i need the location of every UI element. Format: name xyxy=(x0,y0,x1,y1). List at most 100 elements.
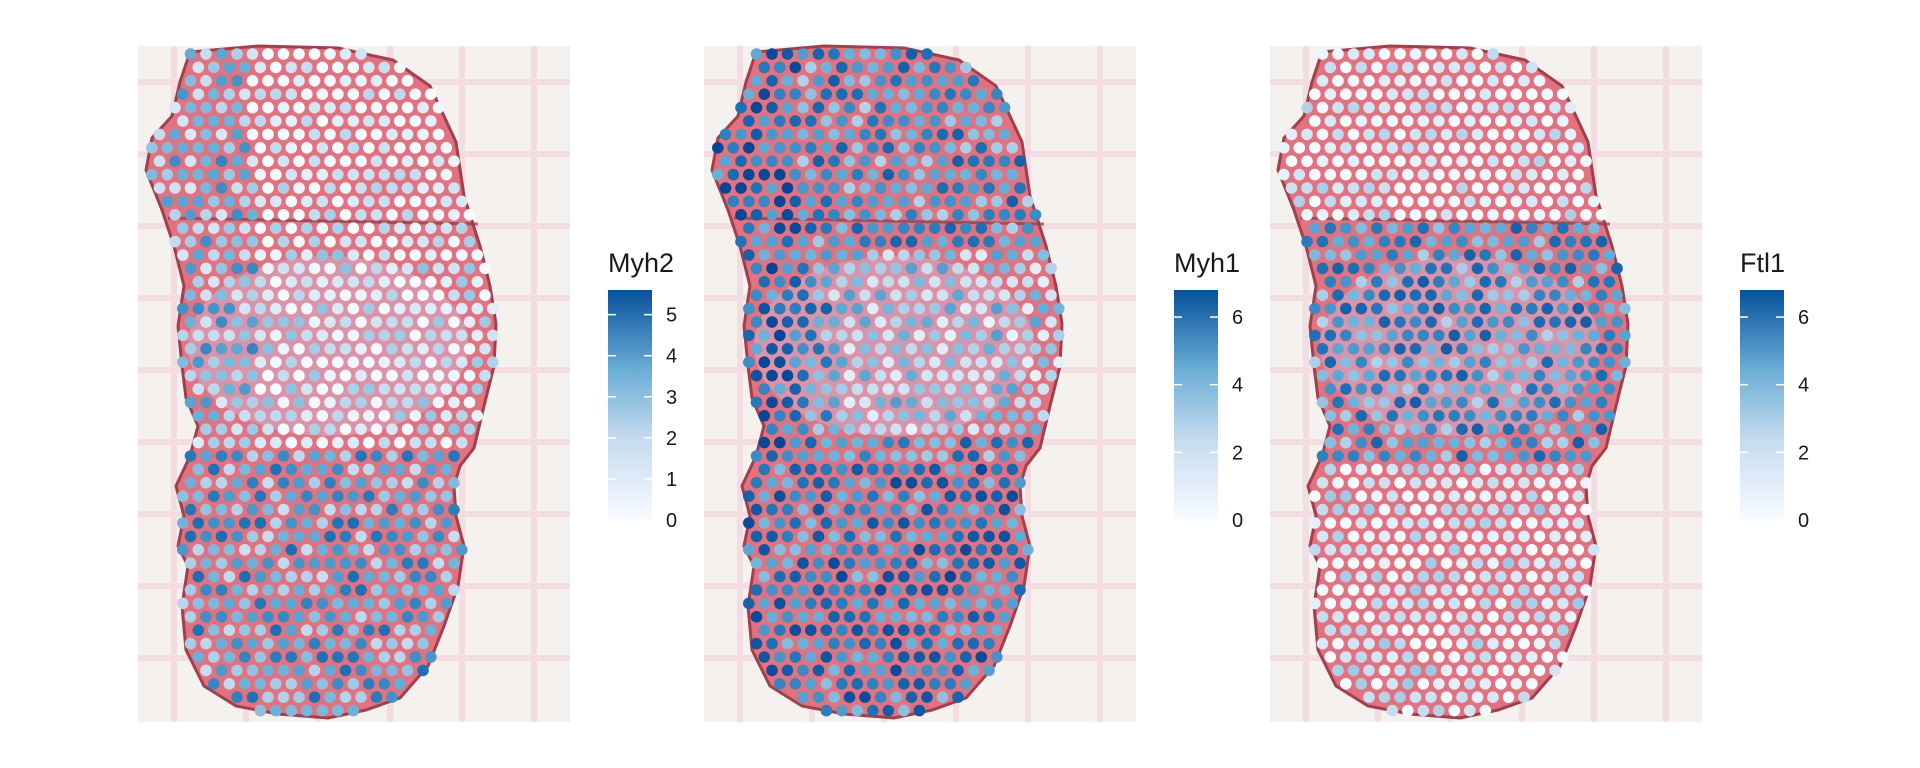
expression-spot xyxy=(339,423,352,436)
expression-spot xyxy=(905,101,918,114)
expression-spot xyxy=(1564,182,1577,194)
expression-spot xyxy=(332,302,344,315)
expression-spot xyxy=(843,182,856,194)
expression-spot xyxy=(781,396,794,409)
expression-spot xyxy=(262,209,274,221)
expression-spot xyxy=(851,410,864,422)
expression-spot xyxy=(805,651,817,663)
expression-spot xyxy=(836,624,848,636)
expression-spot xyxy=(161,168,174,181)
expression-spot xyxy=(836,302,848,315)
expression-spot xyxy=(1363,48,1375,60)
expression-spot xyxy=(1456,155,1468,167)
expression-spot xyxy=(316,490,329,503)
expression-spot xyxy=(1479,463,1492,476)
expression-spot xyxy=(285,249,298,261)
expression-spot xyxy=(1363,584,1375,596)
expression-spot xyxy=(820,410,833,422)
expression-spot xyxy=(805,624,817,636)
expression-spot xyxy=(394,168,406,181)
expression-spot xyxy=(1526,436,1538,449)
expression-spot xyxy=(440,249,453,261)
expression-spot xyxy=(1572,195,1585,208)
expression-spot xyxy=(1456,343,1468,355)
expression-spot xyxy=(1417,222,1430,234)
expression-spot xyxy=(355,530,367,543)
expression-spot xyxy=(378,651,391,663)
expression-spot xyxy=(1595,289,1608,301)
expression-spot xyxy=(1293,195,1306,208)
expression-spot xyxy=(223,249,236,261)
expression-spot xyxy=(386,584,398,596)
expression-spot xyxy=(1487,503,1499,516)
expression-spot xyxy=(448,503,460,516)
expression-spot xyxy=(859,584,871,596)
expression-spot xyxy=(921,101,933,114)
expression-spot xyxy=(1316,396,1329,409)
expression-spot xyxy=(363,61,375,74)
expression-spot xyxy=(200,75,212,87)
expression-spot xyxy=(363,276,375,288)
expression-spot xyxy=(1564,343,1577,355)
expression-spot xyxy=(1014,503,1026,516)
expression-spot xyxy=(301,436,313,449)
expression-spot xyxy=(1572,329,1585,342)
expression-spot xyxy=(1456,182,1468,194)
expression-spot xyxy=(820,436,833,449)
expression-spot xyxy=(1611,316,1623,328)
expression-spot xyxy=(363,436,375,449)
expression-spot xyxy=(812,75,825,87)
expression-spot xyxy=(285,517,298,529)
expression-spot xyxy=(1433,195,1445,208)
expression-spot xyxy=(843,423,856,436)
expression-spot xyxy=(1533,369,1546,382)
expression-spot xyxy=(843,611,856,623)
expression-spot xyxy=(851,329,864,342)
expression-spot xyxy=(1549,289,1561,301)
expression-spot xyxy=(254,88,267,100)
expression-spot xyxy=(339,584,352,596)
expression-spot xyxy=(316,142,329,154)
expression-spot xyxy=(1580,423,1592,436)
expression-spot xyxy=(1394,691,1406,703)
expression-spot xyxy=(774,544,786,556)
expression-spot xyxy=(1347,503,1360,516)
expression-spot xyxy=(270,704,282,717)
expression-spot xyxy=(828,316,840,328)
expression-spot xyxy=(859,423,871,436)
expression-spot xyxy=(1502,343,1515,355)
expression-spot xyxy=(1316,48,1329,60)
expression-spot xyxy=(1363,530,1375,543)
expression-spot xyxy=(308,450,321,462)
expression-spot xyxy=(355,235,367,248)
expression-spot xyxy=(1588,544,1600,556)
expression-spot xyxy=(200,235,212,248)
expression-spot xyxy=(200,155,212,167)
expression-spot xyxy=(1340,168,1352,181)
expression-spot xyxy=(1425,423,1437,436)
expression-spot xyxy=(231,611,243,623)
expression-spot xyxy=(1417,195,1430,208)
expression-spot xyxy=(975,356,988,369)
expression-spot xyxy=(905,343,918,355)
expression-spot xyxy=(952,369,964,382)
expression-spot xyxy=(409,383,422,395)
expression-spot xyxy=(805,115,817,127)
expression-spot xyxy=(1533,557,1546,569)
expression-spot xyxy=(859,477,871,489)
expression-spot xyxy=(1440,369,1453,382)
expression-spot xyxy=(1324,195,1337,208)
expression-spot xyxy=(1595,209,1608,221)
expression-spot xyxy=(1479,142,1492,154)
expression-spot xyxy=(1394,664,1406,677)
expression-spot xyxy=(797,155,809,167)
expression-spot xyxy=(828,369,840,382)
expression-spot xyxy=(1533,209,1546,221)
expression-spot xyxy=(277,316,290,328)
expression-spot xyxy=(967,209,980,221)
expression-spot xyxy=(766,262,778,275)
expression-spot xyxy=(766,423,778,436)
expression-spot xyxy=(254,329,267,342)
